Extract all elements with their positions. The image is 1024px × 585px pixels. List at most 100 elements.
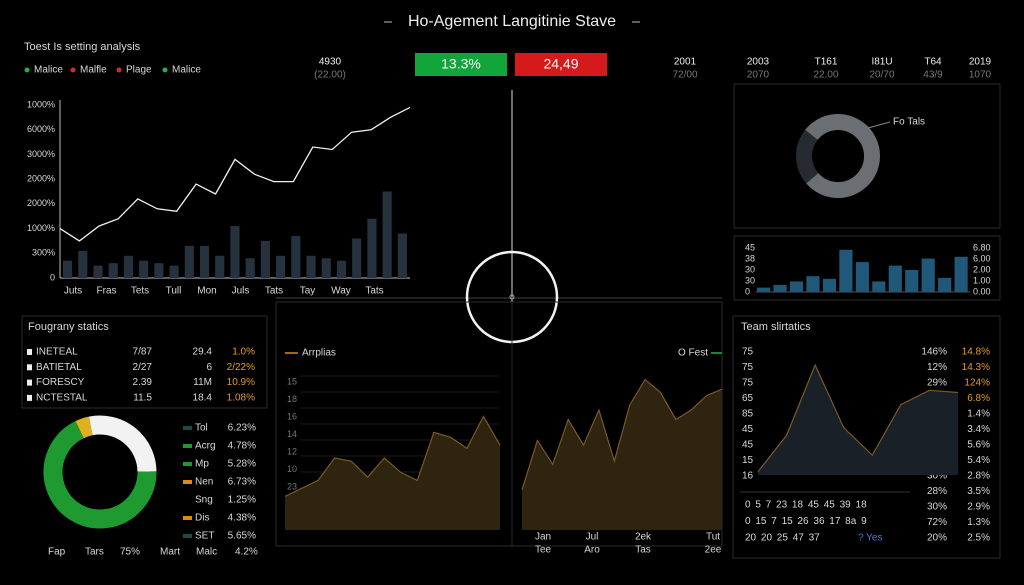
bar xyxy=(199,245,210,278)
stat-value: 2019 xyxy=(969,57,992,68)
legend-name: Mp xyxy=(195,459,209,470)
x-label: Jan xyxy=(535,532,551,543)
legend-swatch xyxy=(183,426,192,430)
ring-segment xyxy=(88,415,157,473)
bar xyxy=(921,258,935,292)
legend-dot xyxy=(116,67,122,73)
legend-swatch xyxy=(183,480,192,484)
y2-label: 6.80 xyxy=(973,242,991,252)
panel-title: Arrplias xyxy=(302,348,336,359)
bar xyxy=(397,233,407,278)
bar xyxy=(93,265,103,278)
badge xyxy=(515,53,607,76)
stat-value: 2001 xyxy=(674,57,697,68)
x-label: Tets xyxy=(131,286,149,297)
team-panel xyxy=(732,315,1001,559)
table-cell: 7/87 xyxy=(133,347,153,358)
bar xyxy=(806,276,820,292)
grid-row: 0 15 7 15 26 36 17 8a 9 xyxy=(745,516,867,527)
bar xyxy=(855,262,869,292)
leader xyxy=(867,121,891,129)
ring-segment xyxy=(796,129,819,184)
grid-row: 0 5 7 23 18 45 45 39 18 xyxy=(745,500,867,511)
x-label: 2ek xyxy=(635,532,652,543)
legend-dot xyxy=(70,67,76,73)
row-marker xyxy=(27,394,32,401)
table-cell: 2/27 xyxy=(133,362,153,373)
ring-segment xyxy=(805,114,880,198)
x-label: Tay xyxy=(300,286,316,297)
table-cell: 11.5 xyxy=(133,393,152,404)
area xyxy=(758,365,958,475)
y-label: 10 xyxy=(287,464,297,474)
table-cell: 2/22% xyxy=(227,362,255,373)
bar xyxy=(954,256,968,292)
bars-panel xyxy=(733,235,1001,301)
team-cell: 2.8% xyxy=(967,471,990,482)
table-cell: 6 xyxy=(206,362,212,373)
legend-value: 5.28% xyxy=(228,459,256,470)
x-label: Tull xyxy=(166,286,182,297)
x-label: Tut xyxy=(706,532,720,543)
team-cell: 3.4% xyxy=(967,424,990,435)
y-label: 15 xyxy=(287,376,297,386)
legend-name: SET xyxy=(195,531,214,542)
table-cell: 1.08% xyxy=(227,393,255,404)
table-cell: 10.9% xyxy=(227,377,255,388)
frequency-panel xyxy=(21,315,268,409)
area-line xyxy=(757,363,959,473)
x-label: Jul xyxy=(586,532,599,543)
bar xyxy=(822,278,837,292)
legend-dot xyxy=(162,67,168,73)
y-label: 85 xyxy=(742,409,754,420)
badge-text: 24,49 xyxy=(543,56,578,72)
footer-cell: 75% xyxy=(120,547,140,558)
team-cell: 1.4% xyxy=(967,409,990,420)
y-label: 2000% xyxy=(27,198,55,208)
legend-label: Malfle xyxy=(80,65,107,76)
grid-row: 20 20 25 47 37 xyxy=(745,533,820,544)
y2-label: 0.00 xyxy=(973,286,991,296)
x-label: Tee xyxy=(535,545,552,556)
ring-segment xyxy=(43,421,157,529)
area xyxy=(285,416,500,530)
bar xyxy=(306,255,316,278)
bar xyxy=(336,260,347,278)
y-label: 0 xyxy=(50,272,55,282)
note: ? Yes xyxy=(858,533,882,544)
area-line xyxy=(284,415,501,497)
x-label: Juts xyxy=(64,286,82,297)
bar xyxy=(352,238,362,278)
y-label: 75 xyxy=(742,362,754,373)
team-cell: 72% xyxy=(927,517,947,528)
stat-sub: 1070 xyxy=(969,70,992,81)
bar xyxy=(757,287,771,292)
table-cell: INETEAL xyxy=(36,347,78,358)
y-label: 3000% xyxy=(27,149,55,159)
legend-dot xyxy=(24,67,30,73)
stat-value: 2003 xyxy=(747,57,770,68)
stat-value: T161 xyxy=(815,57,838,68)
team-cell: 6.8% xyxy=(967,393,990,404)
legend-swatch xyxy=(183,516,192,520)
stat-sub: 20/70 xyxy=(869,70,894,81)
bar xyxy=(260,240,270,278)
y-label: 1000% xyxy=(27,99,55,109)
team-cell: 28% xyxy=(927,486,947,497)
x-label: Juls xyxy=(232,286,250,297)
x-label: Fras xyxy=(97,286,117,297)
footer-cell: Malc xyxy=(196,547,217,558)
y-label: 300% xyxy=(32,248,55,258)
x-label: Aro xyxy=(584,545,600,556)
table-cell: NCTESTAL xyxy=(36,393,88,404)
target-dot xyxy=(509,294,515,300)
bar xyxy=(123,255,133,278)
team-cell: 3.5% xyxy=(967,486,990,497)
y-label: 0 xyxy=(745,286,750,296)
team-cell: 14.3% xyxy=(962,362,990,373)
y-label: 45 xyxy=(742,440,754,451)
x-label: Tats xyxy=(365,286,383,297)
y-label: 2000% xyxy=(27,174,55,184)
bar xyxy=(215,255,225,278)
